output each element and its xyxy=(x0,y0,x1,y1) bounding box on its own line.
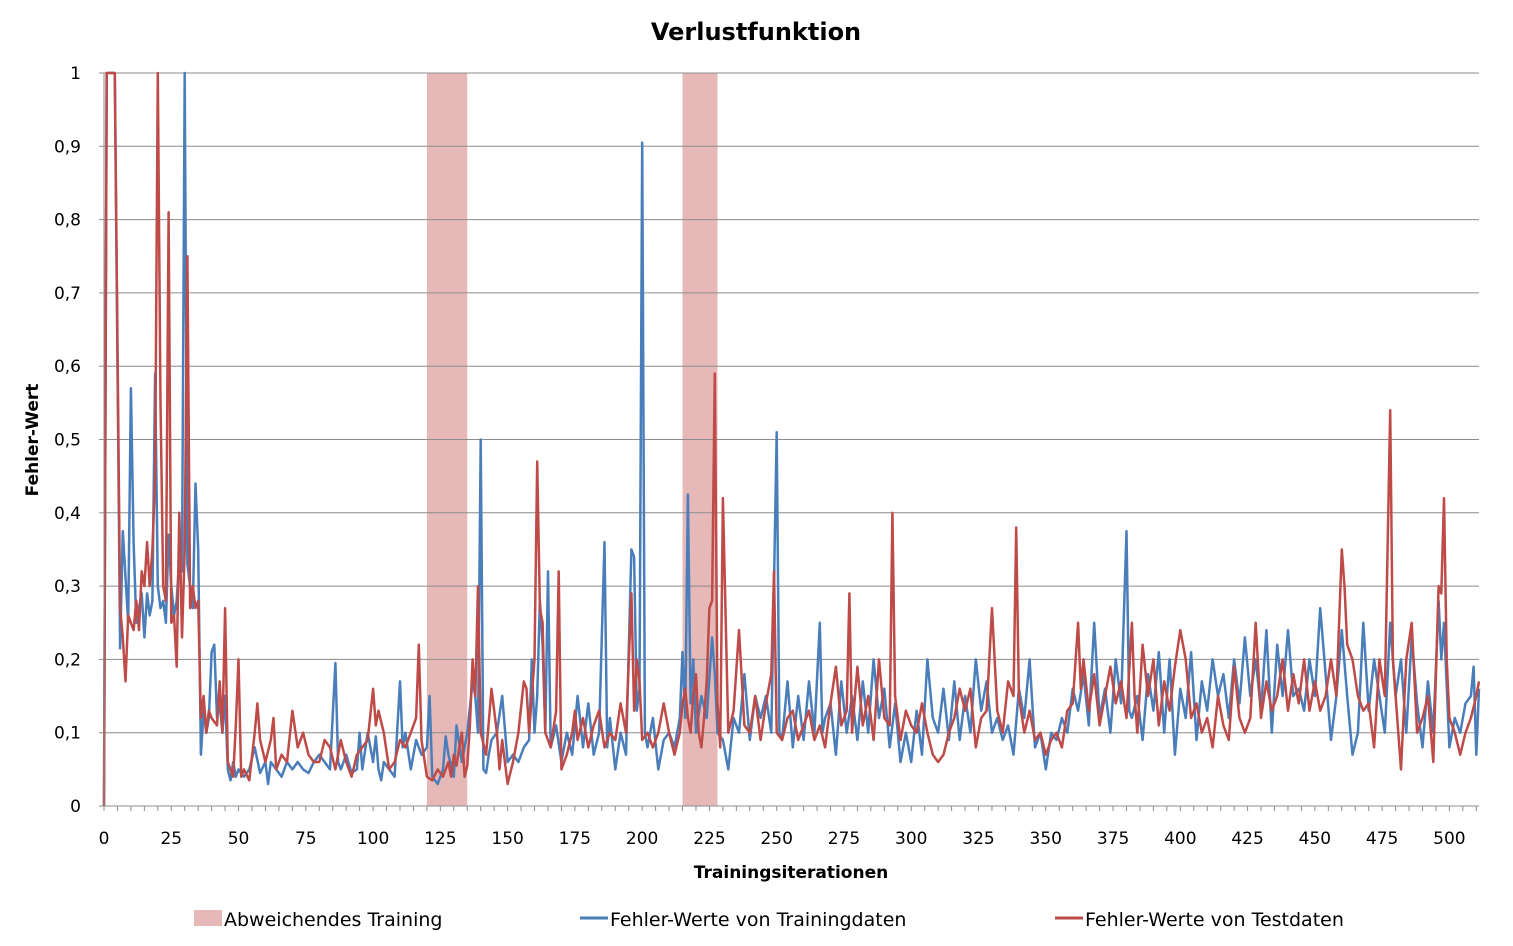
x-tick-label: 225 xyxy=(693,829,725,849)
y-tick-label: 0,3 xyxy=(54,577,81,597)
x-tick-label: 275 xyxy=(828,829,860,849)
legend-label-test: Fehler-Werte von Testdaten xyxy=(1085,909,1344,931)
x-tick-label: 350 xyxy=(1030,829,1062,849)
x-tick-label: 200 xyxy=(626,829,658,849)
x-tick-label: 100 xyxy=(357,829,389,849)
x-tick-label: 75 xyxy=(295,829,317,849)
series-line-training xyxy=(102,71,1481,807)
x-tick-label: 50 xyxy=(228,829,250,849)
y-tick-label: 0,4 xyxy=(54,504,81,524)
y-tick-label: 1 xyxy=(70,64,81,84)
gridlines xyxy=(104,72,1479,734)
x-tick-label: 500 xyxy=(1433,829,1465,849)
y-tick-label: 0,8 xyxy=(54,211,81,231)
legend-label-shaded: Abweichendes Training xyxy=(224,909,442,931)
y-tick-label: 0,7 xyxy=(54,284,81,304)
legend-swatch-shaded xyxy=(194,910,222,926)
y-tick-label: 0,1 xyxy=(54,724,81,744)
x-tick-label: 300 xyxy=(895,829,927,849)
y-axis-title: Fehler-Wert xyxy=(23,384,43,497)
legend-label-training: Fehler-Werte von Trainingdaten xyxy=(610,909,906,931)
y-tick-label: 0,2 xyxy=(54,650,81,670)
x-tick-label: 400 xyxy=(1164,829,1196,849)
y-tick-label: 0,5 xyxy=(54,431,81,451)
x-tick-label: 0 xyxy=(99,829,110,849)
x-axis-title: Trainingsiterationen xyxy=(694,863,888,883)
x-tick-label: 450 xyxy=(1299,829,1331,849)
x-tick-label: 25 xyxy=(160,829,182,849)
y-tick-label: 0,6 xyxy=(54,357,81,377)
axes xyxy=(99,72,1479,811)
x-tick-label: 425 xyxy=(1231,829,1263,849)
series-line-test xyxy=(102,71,1481,807)
x-tick-label: 325 xyxy=(962,829,994,849)
x-tick-label: 150 xyxy=(491,829,523,849)
x-tick-label: 250 xyxy=(760,829,792,849)
y-tick-label: 0,9 xyxy=(54,137,81,157)
x-tick-label: 375 xyxy=(1097,829,1129,849)
legend: Abweichendes Training Fehler-Werte von T… xyxy=(194,909,1344,931)
x-tick-label: 125 xyxy=(424,829,456,849)
tick-labels: 0 0,1 0,2 0,3 0,4 0,5 0,6 0,7 0,8 0,9 1 0 25 50 75 100 1… xyxy=(54,64,1466,849)
x-tick-label: 175 xyxy=(559,829,591,849)
chart-title: Verlustfunktion xyxy=(651,18,861,46)
y-tick-label: 0 xyxy=(70,797,81,817)
series-lines xyxy=(102,71,1481,807)
x-tick-label: 475 xyxy=(1366,829,1398,849)
